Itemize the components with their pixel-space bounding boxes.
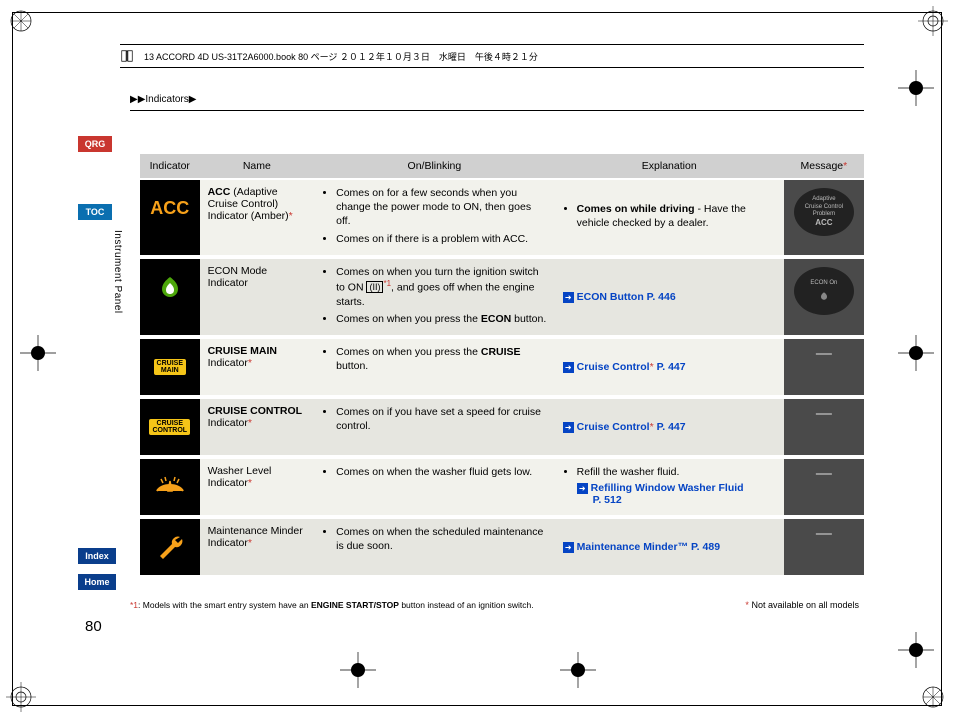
- indicator-cruise-control-icon: CRUISE CONTROL: [140, 397, 200, 457]
- breadcrumb-text: Indicators: [145, 94, 188, 105]
- message-cell: —: [784, 457, 864, 517]
- breadcrumb: ▶▶Indicators▶: [130, 94, 196, 105]
- not-available-note: * Not available on all models: [745, 600, 859, 610]
- washer-fluid-link[interactable]: Refilling Window Washer Fluid: [591, 482, 744, 494]
- indicator-wrench-icon: [140, 517, 200, 577]
- explanation-cell: ➜Cruise Control* P. 447: [555, 337, 784, 397]
- breadcrumb-arrows: ▶▶: [130, 94, 145, 105]
- econ-message-display: ECON On: [794, 267, 854, 315]
- indicator-acc-icon: ACC: [140, 179, 200, 257]
- side-tabs-lower: Index Home: [78, 548, 116, 590]
- register-mark-icon: [898, 632, 934, 668]
- name-cell: CRUISE CONTROL Indicator*: [200, 397, 315, 457]
- link-arrow-icon: ➜: [577, 483, 588, 494]
- onblinking-cell: Comes on when you press the CRUISE butto…: [314, 337, 555, 397]
- explanation-cell: ➜Maintenance Minder™ P. 489: [555, 517, 784, 577]
- tab-toc[interactable]: TOC: [78, 204, 112, 220]
- cruise-control-link[interactable]: Cruise Control: [577, 421, 650, 433]
- message-cell: AdaptiveCruise ControlProblemACC: [784, 179, 864, 257]
- col-message: Message*: [784, 154, 864, 179]
- indicator-cruise-main-icon: CRUISE MAIN: [140, 337, 200, 397]
- table-row: CRUISE MAIN CRUISE MAIN Indicator* Comes…: [140, 337, 864, 397]
- table-row: ECON Mode Indicator Comes on when you tu…: [140, 257, 864, 337]
- table-row: ACC ACC (Adaptive Cruise Control) Indica…: [140, 179, 864, 257]
- col-name: Name: [200, 154, 315, 179]
- name-cell: ECON Mode Indicator: [200, 257, 315, 337]
- onblinking-cell: Comes on when the washer fluid gets low.: [314, 457, 555, 517]
- name-cell: Washer Level Indicator*: [200, 457, 315, 517]
- document-header: 13 ACCORD 4D US-31T2A6000.book 80 ページ ２０…: [120, 44, 864, 68]
- divider: [130, 110, 864, 111]
- crop-mark-nw: [6, 6, 36, 36]
- link-arrow-icon: ➜: [563, 422, 574, 433]
- footnote: *1: Models with the smart entry system h…: [130, 600, 534, 610]
- tab-index[interactable]: Index: [78, 548, 116, 564]
- register-mark-icon: [898, 70, 934, 106]
- onblinking-cell: Comes on when the scheduled maintenance …: [314, 517, 555, 577]
- crop-mark-se: [918, 682, 948, 712]
- table-row: Maintenance Minder Indicator* Comes on w…: [140, 517, 864, 577]
- crop-mark-ne: [918, 6, 948, 36]
- onblinking-cell: Comes on when you turn the ignition swit…: [314, 257, 555, 337]
- register-mark-icon: [340, 652, 376, 688]
- breadcrumb-suffix: ▶: [189, 94, 197, 105]
- link-arrow-icon: ➜: [563, 542, 574, 553]
- link-arrow-icon: ➜: [563, 292, 574, 303]
- explanation-cell: Refill the washer fluid. ➜Refilling Wind…: [555, 457, 784, 517]
- cruise-control-link[interactable]: Cruise Control: [577, 361, 650, 373]
- onblinking-cell: Comes on for a few seconds when you chan…: [314, 179, 555, 257]
- econ-button-link[interactable]: ECON Button: [577, 291, 644, 303]
- section-label: Instrument Panel: [112, 230, 123, 314]
- col-indicator: Indicator: [140, 154, 200, 179]
- acc-message-display: AdaptiveCruise ControlProblemACC: [794, 188, 854, 236]
- indicators-table-container: Indicator Name On/Blinking Explanation M…: [140, 154, 864, 579]
- link-arrow-icon: ➜: [563, 362, 574, 373]
- indicators-table: Indicator Name On/Blinking Explanation M…: [140, 154, 864, 579]
- side-tabs-upper: QRG TOC: [78, 136, 112, 220]
- message-cell: —: [784, 397, 864, 457]
- message-cell: ECON On: [784, 257, 864, 337]
- crop-mark-sw: [6, 682, 36, 712]
- col-explanation: Explanation: [555, 154, 784, 179]
- message-cell: —: [784, 337, 864, 397]
- book-icon: [120, 49, 134, 63]
- onblinking-cell: Comes on if you have set a speed for cru…: [314, 397, 555, 457]
- doc-header-text: 13 ACCORD 4D US-31T2A6000.book 80 ページ ２０…: [144, 50, 538, 63]
- message-cell: —: [784, 517, 864, 577]
- tab-qrg[interactable]: QRG: [78, 136, 112, 152]
- register-mark-icon: [898, 335, 934, 371]
- table-row: Washer Level Indicator* Comes on when th…: [140, 457, 864, 517]
- indicator-econ-icon: [140, 257, 200, 337]
- explanation-cell: Comes on while driving - Have the vehicl…: [555, 179, 784, 257]
- indicator-washer-icon: [140, 457, 200, 517]
- name-cell: ACC (Adaptive Cruise Control) Indicator …: [200, 179, 315, 257]
- table-row: CRUISE CONTROL CRUISE CONTROL Indicator*…: [140, 397, 864, 457]
- explanation-cell: ➜ECON Button P. 446: [555, 257, 784, 337]
- explanation-cell: ➜Cruise Control* P. 447: [555, 397, 784, 457]
- register-mark-icon: [20, 335, 56, 371]
- name-cell: Maintenance Minder Indicator*: [200, 517, 315, 577]
- tab-home[interactable]: Home: [78, 574, 116, 590]
- name-cell: CRUISE MAIN Indicator*: [200, 337, 315, 397]
- register-mark-icon: [560, 652, 596, 688]
- page-number: 80: [85, 618, 102, 635]
- col-onblinking: On/Blinking: [314, 154, 555, 179]
- maintenance-minder-link[interactable]: Maintenance Minder™: [577, 541, 688, 553]
